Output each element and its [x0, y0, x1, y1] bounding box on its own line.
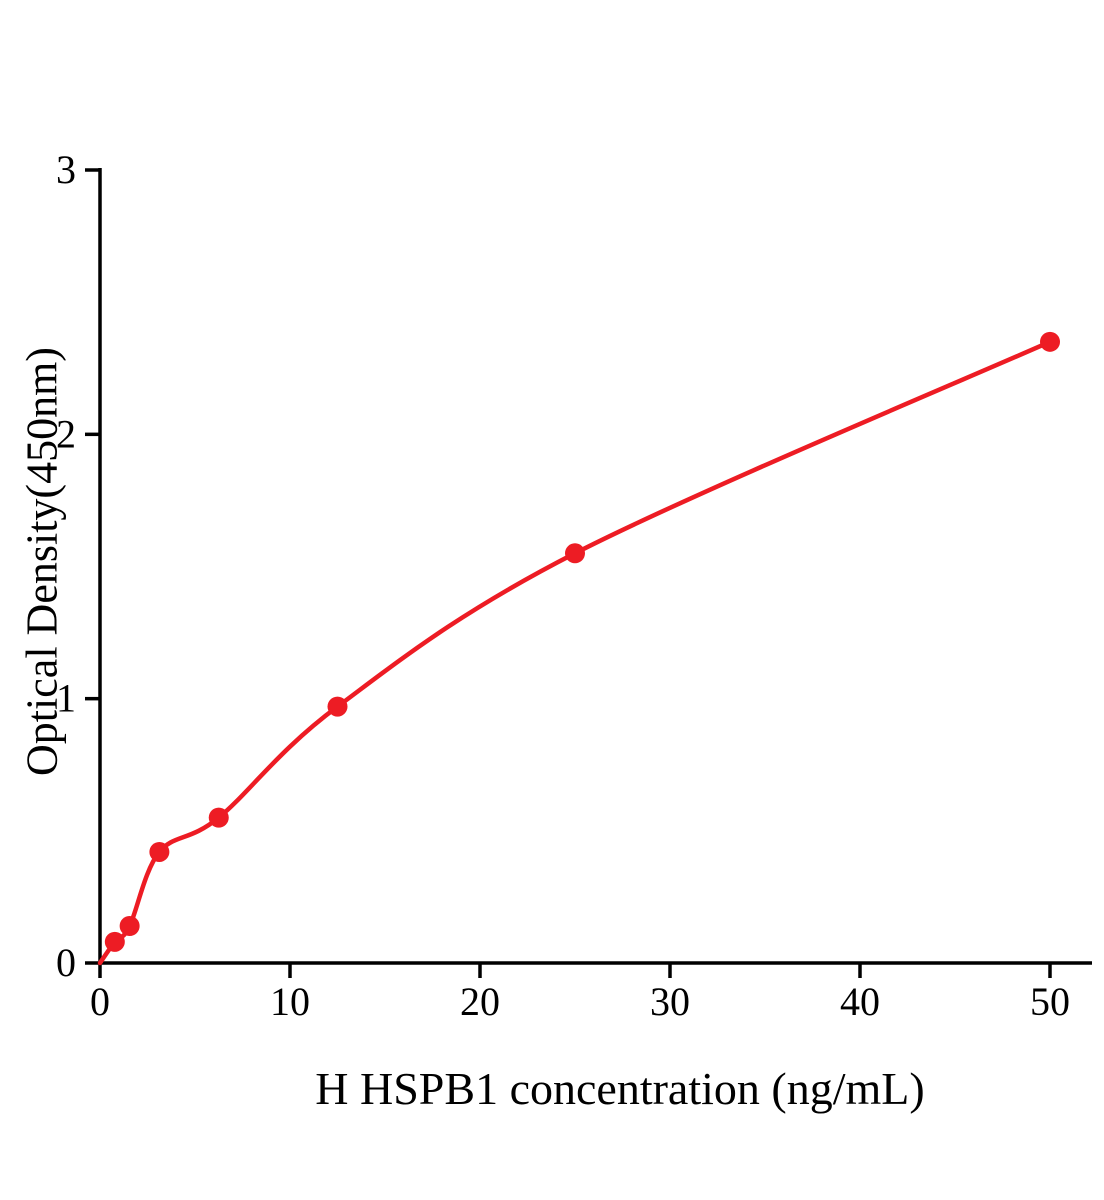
fit-curve [97, 339, 1053, 966]
data-point [104, 931, 125, 952]
x-tick-label: 40 [840, 979, 880, 1024]
y-tick-label: 2 [56, 411, 76, 456]
data-point [327, 696, 348, 717]
y-tick-label: 3 [56, 147, 76, 192]
x-tick-label: 20 [460, 979, 500, 1024]
axes-lines [98, 168, 1092, 965]
data-point [119, 915, 140, 936]
data-point [565, 543, 585, 564]
x-tick-label: 50 [1030, 979, 1070, 1024]
x-tick-label: 0 [90, 979, 110, 1024]
x-tick-label: 10 [270, 979, 310, 1024]
y-tick-label: 1 [56, 676, 76, 721]
y-tick-label: 0 [56, 940, 76, 985]
data-point [208, 807, 229, 828]
x-axis-label: H HSPB1 concentration (ng/mL) [315, 1063, 925, 1114]
x-tick-label: 30 [650, 979, 690, 1024]
y-axis-label: Optical Density(450nm) [17, 347, 67, 776]
data-point [149, 841, 170, 862]
data-point [1040, 331, 1060, 352]
